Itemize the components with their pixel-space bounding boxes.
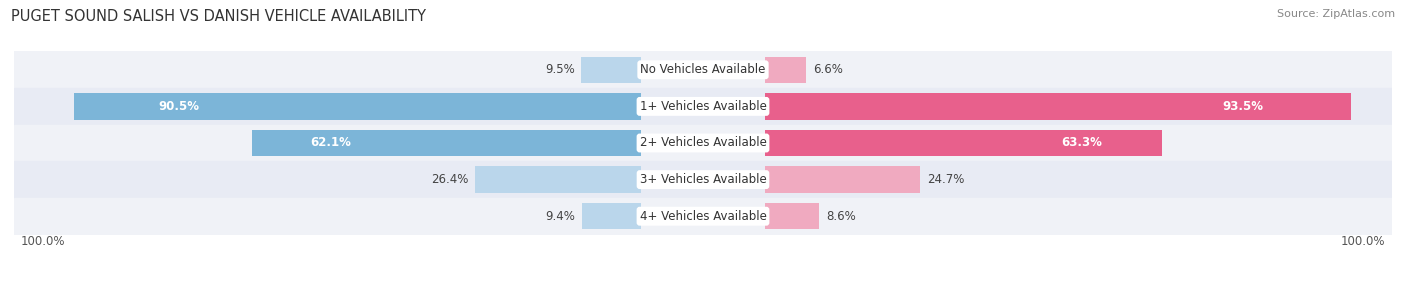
Bar bbox=[14, 51, 1392, 88]
Bar bbox=[582, 203, 641, 229]
Text: 3+ Vehicles Available: 3+ Vehicles Available bbox=[640, 173, 766, 186]
Text: PUGET SOUND SALISH VS DANISH VEHICLE AVAILABILITY: PUGET SOUND SALISH VS DANISH VEHICLE AVA… bbox=[11, 9, 426, 23]
Text: 90.5%: 90.5% bbox=[159, 100, 200, 113]
Bar bbox=[14, 161, 1392, 198]
Text: 4+ Vehicles Available: 4+ Vehicles Available bbox=[640, 210, 766, 223]
Text: 100.0%: 100.0% bbox=[1340, 235, 1385, 247]
Bar bbox=[475, 166, 641, 193]
Bar bbox=[14, 88, 1392, 125]
Bar bbox=[14, 198, 1392, 235]
Text: 6.6%: 6.6% bbox=[813, 63, 844, 76]
Text: 100.0%: 100.0% bbox=[21, 235, 66, 247]
Bar bbox=[765, 93, 1351, 120]
Text: 62.1%: 62.1% bbox=[311, 136, 352, 150]
Text: Source: ZipAtlas.com: Source: ZipAtlas.com bbox=[1277, 9, 1395, 19]
Bar bbox=[14, 125, 1392, 161]
Text: No Vehicles Available: No Vehicles Available bbox=[640, 63, 766, 76]
Text: 63.3%: 63.3% bbox=[1062, 136, 1102, 150]
Text: 26.4%: 26.4% bbox=[432, 173, 468, 186]
Text: 8.6%: 8.6% bbox=[825, 210, 856, 223]
Bar bbox=[765, 166, 920, 193]
Text: 9.4%: 9.4% bbox=[546, 210, 575, 223]
Bar bbox=[765, 130, 1161, 156]
Bar bbox=[73, 93, 641, 120]
Bar bbox=[582, 57, 641, 83]
Text: 9.5%: 9.5% bbox=[544, 63, 575, 76]
Bar bbox=[765, 203, 818, 229]
Bar bbox=[765, 57, 807, 83]
Text: 24.7%: 24.7% bbox=[927, 173, 965, 186]
Text: 2+ Vehicles Available: 2+ Vehicles Available bbox=[640, 136, 766, 150]
Bar bbox=[252, 130, 641, 156]
Text: 93.5%: 93.5% bbox=[1222, 100, 1263, 113]
Text: 1+ Vehicles Available: 1+ Vehicles Available bbox=[640, 100, 766, 113]
